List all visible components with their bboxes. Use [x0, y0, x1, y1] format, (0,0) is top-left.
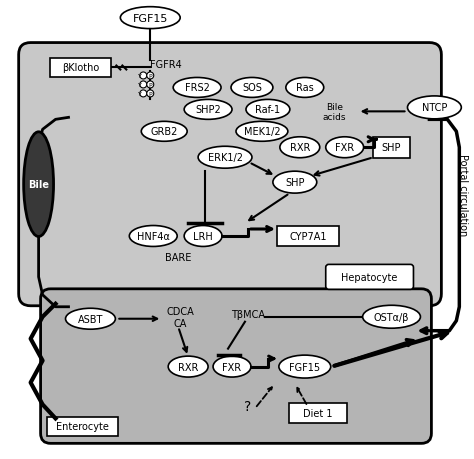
Text: CDCA
CA: CDCA CA	[166, 306, 194, 328]
Text: FXR: FXR	[335, 143, 354, 153]
FancyBboxPatch shape	[46, 417, 118, 436]
Text: LRH: LRH	[193, 231, 213, 241]
Circle shape	[140, 73, 147, 80]
Ellipse shape	[65, 308, 115, 330]
Text: P: P	[148, 74, 152, 79]
Ellipse shape	[408, 97, 461, 120]
Circle shape	[147, 73, 154, 80]
Text: SHP2: SHP2	[195, 105, 221, 115]
Ellipse shape	[173, 78, 221, 98]
FancyBboxPatch shape	[326, 265, 413, 290]
Text: Ras: Ras	[296, 83, 314, 93]
Text: FGFR4: FGFR4	[150, 59, 182, 69]
Text: Y: Y	[138, 92, 142, 97]
Text: NTCP: NTCP	[422, 103, 447, 113]
Ellipse shape	[326, 138, 364, 158]
Text: FGF15: FGF15	[133, 14, 168, 23]
Text: HNF4α: HNF4α	[137, 231, 170, 241]
Ellipse shape	[246, 100, 290, 120]
Text: SHP: SHP	[285, 178, 305, 188]
Text: RXR: RXR	[178, 362, 198, 372]
Text: Bile: Bile	[28, 180, 49, 190]
Text: MEK1/2: MEK1/2	[244, 127, 280, 137]
Text: ASBT: ASBT	[78, 314, 103, 324]
Ellipse shape	[129, 226, 177, 247]
Text: ?: ?	[244, 400, 252, 414]
Circle shape	[147, 82, 154, 89]
Text: OSTα/β: OSTα/β	[374, 312, 409, 322]
Ellipse shape	[280, 138, 320, 158]
Text: TβMCA: TβMCA	[231, 309, 265, 319]
FancyBboxPatch shape	[277, 226, 339, 247]
Text: SHP: SHP	[382, 143, 401, 153]
Text: Raf-1: Raf-1	[255, 105, 281, 115]
Text: RXR: RXR	[290, 143, 310, 153]
Text: GRB2: GRB2	[151, 127, 178, 137]
Text: ERK1/2: ERK1/2	[208, 153, 243, 163]
Ellipse shape	[184, 226, 222, 247]
Ellipse shape	[286, 78, 324, 98]
Ellipse shape	[279, 355, 331, 378]
Ellipse shape	[273, 172, 317, 194]
FancyBboxPatch shape	[50, 58, 111, 78]
Text: Bile
acids: Bile acids	[323, 102, 346, 122]
Text: CYP7A1: CYP7A1	[289, 231, 327, 241]
FancyBboxPatch shape	[41, 289, 431, 443]
Text: SOS: SOS	[242, 83, 262, 93]
Text: P: P	[148, 92, 152, 97]
Text: Y: Y	[138, 74, 142, 79]
Text: Hepatocyte: Hepatocyte	[341, 272, 398, 282]
Text: FGF15: FGF15	[289, 362, 320, 372]
Circle shape	[140, 91, 147, 98]
Ellipse shape	[213, 356, 251, 377]
Ellipse shape	[236, 122, 288, 142]
Text: FRS2: FRS2	[185, 83, 210, 93]
Text: BARE: BARE	[165, 252, 191, 263]
Ellipse shape	[24, 133, 54, 237]
Ellipse shape	[231, 78, 273, 98]
Ellipse shape	[141, 122, 187, 142]
Circle shape	[140, 82, 147, 89]
Text: Y: Y	[138, 83, 142, 88]
Text: Diet 1: Diet 1	[303, 409, 332, 419]
Text: P: P	[148, 83, 152, 88]
FancyBboxPatch shape	[289, 403, 346, 424]
Ellipse shape	[120, 8, 180, 29]
Ellipse shape	[363, 306, 420, 329]
Text: Enterocyte: Enterocyte	[56, 421, 109, 431]
Ellipse shape	[168, 356, 208, 377]
FancyBboxPatch shape	[18, 44, 441, 306]
Text: βKlotho: βKlotho	[62, 63, 99, 73]
Text: Portal circulation: Portal circulation	[458, 154, 468, 236]
Ellipse shape	[184, 100, 232, 120]
FancyBboxPatch shape	[373, 138, 410, 158]
Circle shape	[147, 91, 154, 98]
Text: FXR: FXR	[222, 362, 242, 372]
Ellipse shape	[198, 147, 252, 169]
